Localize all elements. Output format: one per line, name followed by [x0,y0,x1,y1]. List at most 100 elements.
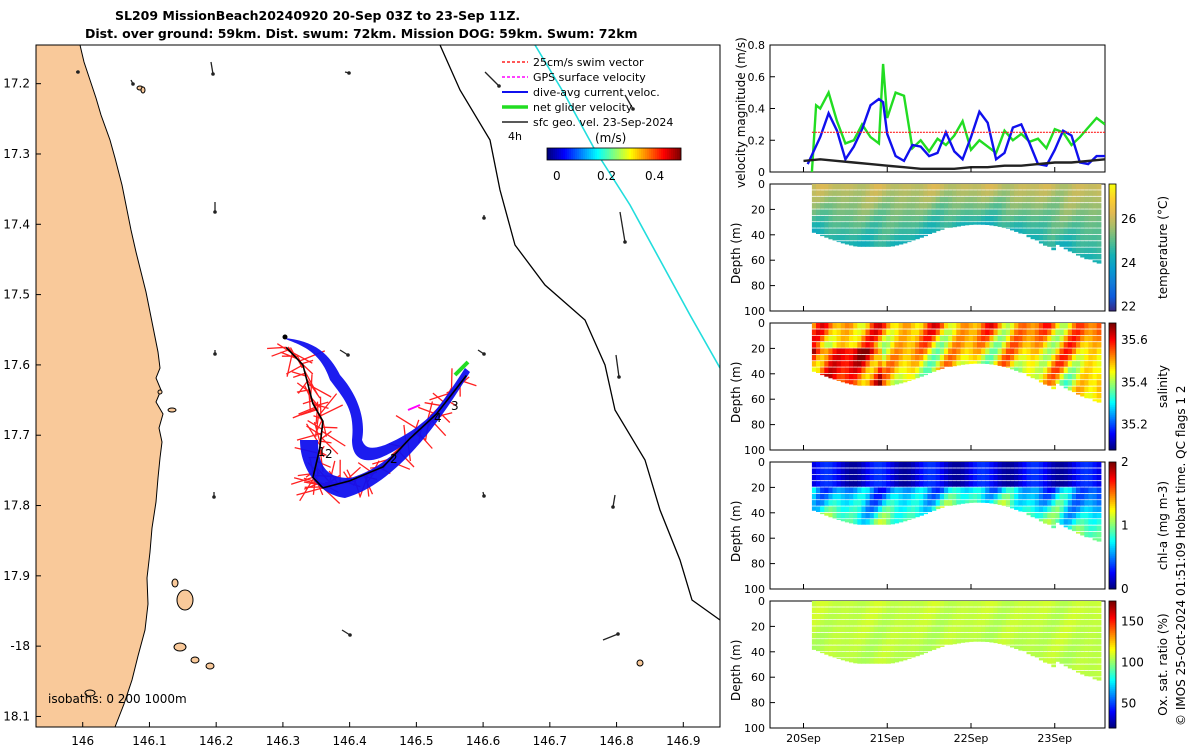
section-cell [1014,607,1019,613]
section-cell [1092,626,1098,632]
section-cell [1092,613,1098,620]
section-cell [865,651,871,658]
section-cell [1071,196,1077,203]
section-cell [981,607,986,613]
section-cell [906,323,912,329]
section-cell [1084,184,1089,190]
section-cell [816,468,821,474]
section-cell [890,361,895,367]
section-cell [923,342,928,348]
section-cell [857,645,862,652]
section-cell [919,361,924,367]
section-cell [1001,639,1007,645]
section-cell [1001,607,1007,613]
section-cell [1014,613,1019,620]
section-colorbar-swatch [1109,289,1116,292]
section-colorbar-swatch [1109,221,1116,225]
section-cell [849,203,854,209]
section-colorbar-swatch [1109,394,1116,397]
section-cell [898,493,904,500]
section-cell [869,474,875,481]
section-cell [1010,626,1015,632]
section-cell [890,620,895,626]
section-colorbar-swatch [1109,402,1116,405]
section-cell [1014,500,1019,506]
section-cell [1092,538,1098,541]
section-cell [1059,329,1065,335]
section-cell [1034,196,1040,203]
section-cell [1071,241,1077,247]
section-cell [1026,342,1032,348]
section-cell [898,241,904,245]
section-cell [1018,222,1023,228]
section-colorbar-swatch [1109,684,1116,687]
section-cell [840,468,846,474]
section-colorbar-swatch [1109,676,1116,679]
section-cell [886,651,891,658]
section-cell [836,228,842,234]
section-colorbar-swatch [1109,501,1116,505]
section-cell [1067,601,1073,607]
section-cell [882,196,887,203]
section-cell [1076,487,1081,493]
section-cell [1030,228,1036,234]
section-y-tick-label: 0 [758,317,765,330]
section-colorbar-swatch [1109,330,1116,334]
section-cell [820,626,825,632]
section-cell [844,487,850,493]
section-cell [927,335,933,342]
section-cell [853,487,858,493]
section-cell [882,506,887,512]
section-cell [816,613,821,620]
section-cell [910,493,916,500]
sfc-geo-vectors [76,61,635,641]
section-cell [857,380,862,386]
section-cell [816,342,821,348]
section-cell [977,607,982,613]
section-cell [948,632,953,639]
section-cell [993,329,999,335]
section-cell [902,645,908,652]
section-colorbar-swatch [1109,587,1116,590]
section-cell [1059,512,1065,519]
colorbar-swatch [607,148,610,160]
swim-vector [292,372,306,379]
section-cell [981,354,986,361]
section-cell [1096,525,1102,532]
section-cell [915,601,920,607]
section-cell [1080,512,1085,519]
section-cell [844,342,850,348]
section-cell [1026,607,1032,613]
section-cell [824,234,829,238]
section-cell [849,209,854,215]
section-cell [915,335,920,342]
section-cell [811,626,817,632]
section-cell [873,222,879,228]
section-cell [1055,203,1061,209]
section-cell [1059,500,1065,506]
section-colorbar-swatch [1109,606,1116,610]
section-cell [993,620,999,626]
section-cell [853,342,858,348]
section-colorbar-swatch [1109,436,1116,439]
section-cell [1067,620,1073,626]
section-cell [989,468,995,474]
section-cell [952,481,957,487]
section-cell [1014,323,1019,329]
section-cell [836,342,842,348]
section-cell [1026,323,1032,329]
section-cell [820,500,825,506]
section-cell [1005,645,1011,647]
section-cell [1067,613,1073,620]
section-cell [828,474,834,481]
section-cell [927,354,933,361]
section-colorbar-swatch [1109,666,1116,669]
section-cell [935,184,941,190]
section-cell [989,626,995,632]
section-cell [861,203,867,209]
section-cell [898,190,904,196]
section-cell [1084,468,1089,474]
section-cell [824,645,829,652]
section-cell [1067,519,1073,525]
section-cell [1018,645,1023,651]
